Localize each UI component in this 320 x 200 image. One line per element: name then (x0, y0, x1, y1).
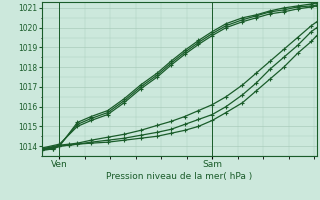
X-axis label: Pression niveau de la mer( hPa ): Pression niveau de la mer( hPa ) (106, 172, 252, 181)
